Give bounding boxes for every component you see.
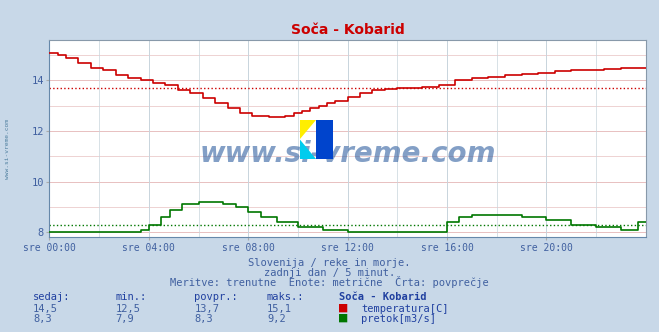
Text: zadnji dan / 5 minut.: zadnji dan / 5 minut. [264, 268, 395, 278]
Text: 8,3: 8,3 [194, 314, 213, 324]
Text: 13,7: 13,7 [194, 304, 219, 314]
Text: 7,9: 7,9 [115, 314, 134, 324]
Polygon shape [300, 139, 316, 159]
Text: Meritve: trenutne  Enote: metrične  Črta: povprečje: Meritve: trenutne Enote: metrične Črta: … [170, 276, 489, 288]
Text: povpr.:: povpr.: [194, 292, 238, 302]
Text: Slovenija / reke in morje.: Slovenija / reke in morje. [248, 258, 411, 268]
Text: 9,2: 9,2 [267, 314, 285, 324]
Text: 15,1: 15,1 [267, 304, 292, 314]
Title: Soča - Kobarid: Soča - Kobarid [291, 23, 405, 37]
Text: 14,5: 14,5 [33, 304, 58, 314]
Text: ■: ■ [339, 311, 348, 325]
Text: 8,3: 8,3 [33, 314, 51, 324]
Text: ■: ■ [339, 301, 348, 315]
Text: sedaj:: sedaj: [33, 292, 71, 302]
Text: temperatura[C]: temperatura[C] [361, 304, 449, 314]
Text: min.:: min.: [115, 292, 146, 302]
Text: 12,5: 12,5 [115, 304, 140, 314]
Text: maks.:: maks.: [267, 292, 304, 302]
Polygon shape [300, 120, 316, 139]
Text: pretok[m3/s]: pretok[m3/s] [361, 314, 436, 324]
Text: www.si-vreme.com: www.si-vreme.com [5, 120, 11, 179]
Text: Soča - Kobarid: Soča - Kobarid [339, 292, 427, 302]
Text: www.si-vreme.com: www.si-vreme.com [200, 140, 496, 168]
Polygon shape [316, 120, 333, 159]
